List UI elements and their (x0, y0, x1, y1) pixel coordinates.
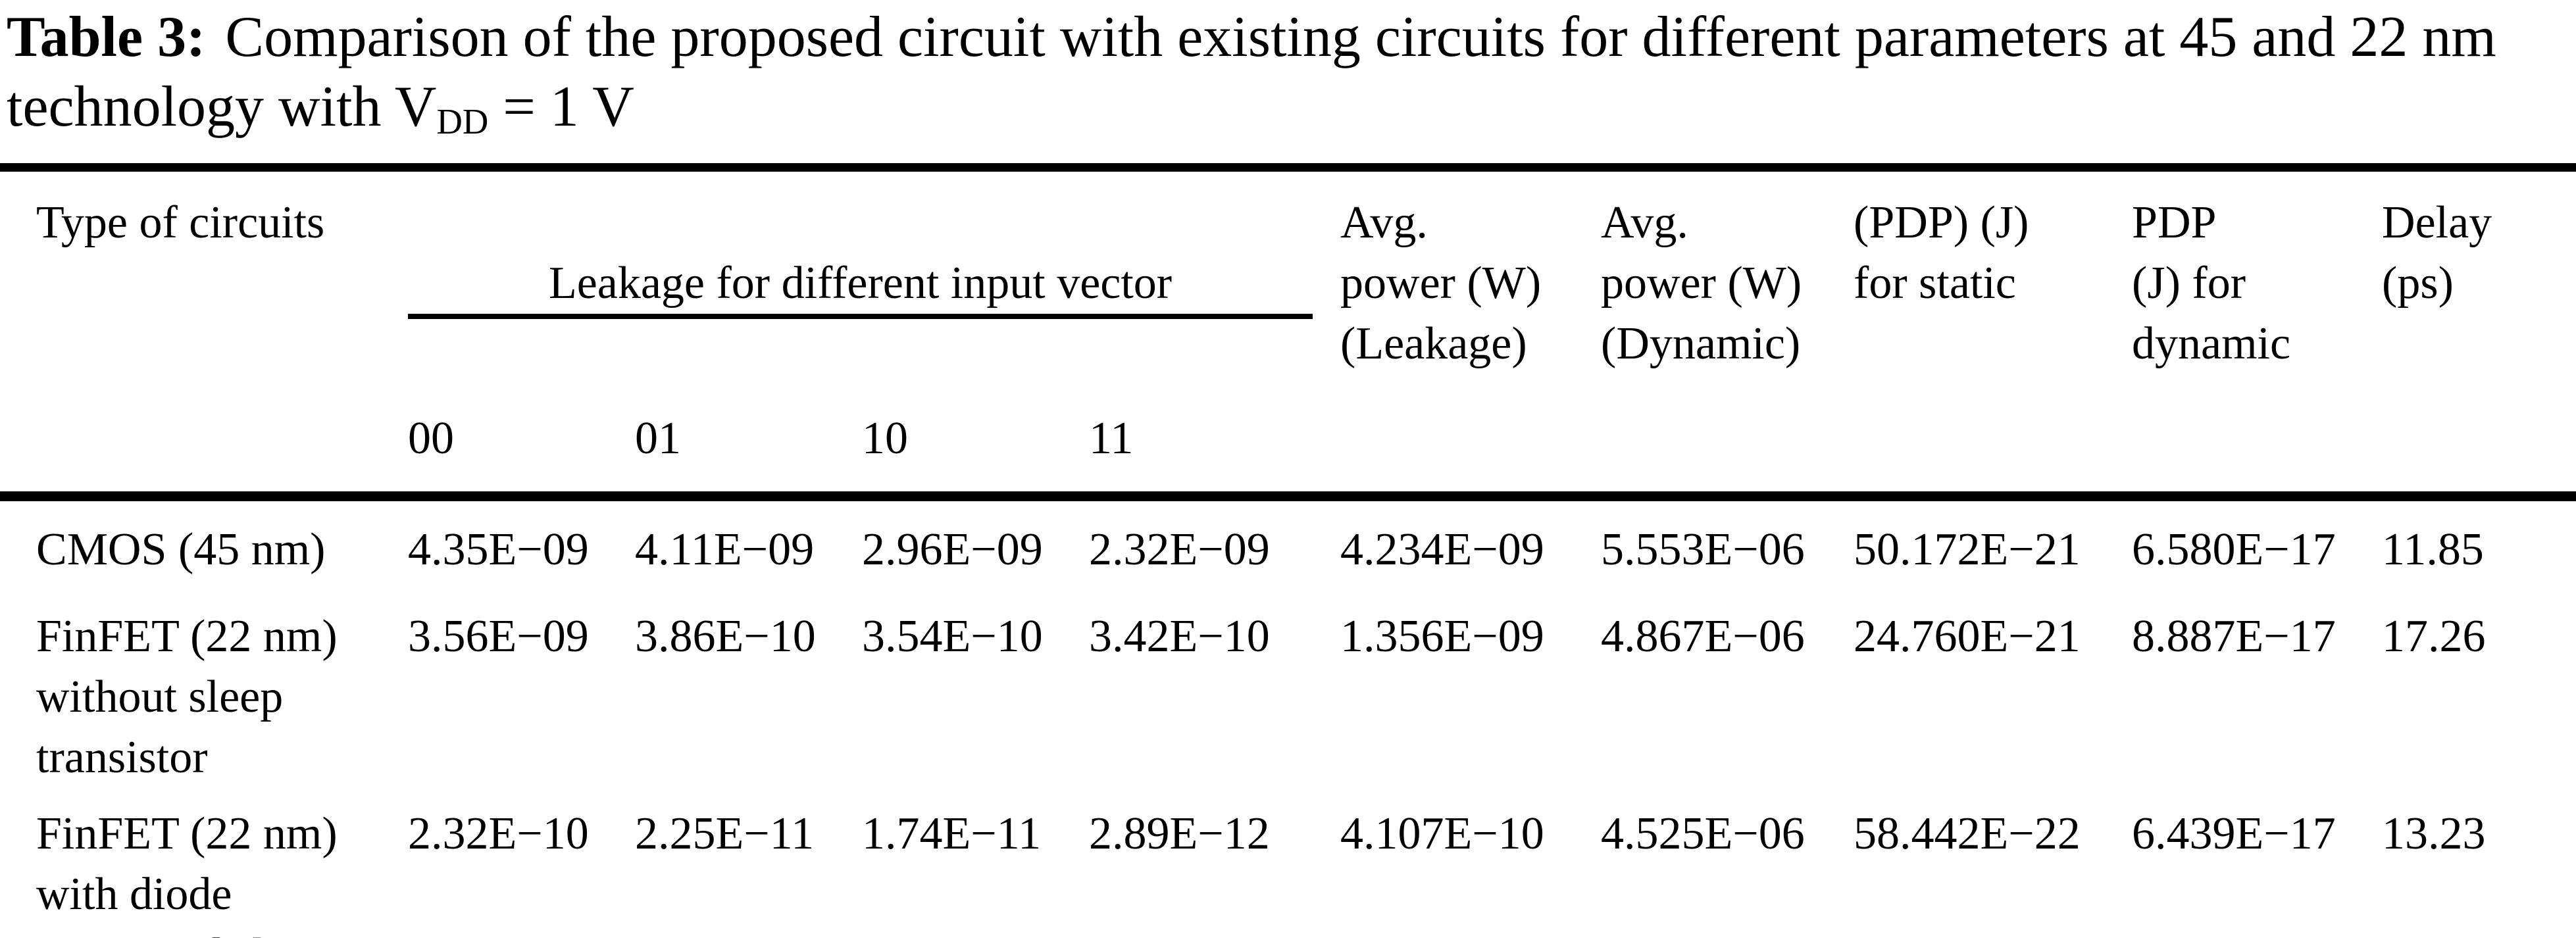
leakage-10-value: 1.74E−11 (862, 808, 1042, 859)
delay-value: 11.85 (2382, 524, 2484, 575)
leakage-10-value: 2.96E−09 (862, 524, 1043, 575)
col-header-leakage-group: Leakage for different input vector (408, 168, 1340, 380)
table-body: CMOS (45 nm) 4.35E−09 4.11E−09 2.96E−09 … (0, 497, 2576, 938)
col-header-vector-01: 01 (635, 380, 862, 501)
leakage-11-value: 2.32E−09 (1089, 524, 1270, 575)
col-header-type-of-circuits: Type of circuits (0, 167, 408, 501)
col-header-avg-power-leakage: Avg. power (W) (Leakage) (1340, 167, 1602, 501)
leakage-11-value: 2.89E−12 (1089, 808, 1270, 859)
leakage-01-value: 2.25E−11 (635, 808, 815, 859)
leakage-01-value: 3.86E−10 (635, 611, 816, 662)
col-header-pdp-dynamic: PDP (J) for dynamic (2132, 167, 2383, 501)
caption-text-line2-post: = 1 V (488, 75, 634, 139)
table-header: Type of circuits Leakage for different i… (0, 167, 2576, 501)
avg-power-dynamic-value: 4.867E−06 (1601, 611, 1805, 662)
leakage-01-value: 4.11E−09 (635, 524, 815, 575)
circuit-name: FinFET (22 nm) without sleep transistor (36, 611, 338, 783)
col-header-pdp-static: (PDP) (J) for static (1854, 167, 2133, 501)
leakage-group-label: Leakage for different input vector (548, 258, 1173, 309)
pdp-dynamic-value: 8.887E−17 (2132, 611, 2336, 662)
avg-power-leakage-value: 4.107E−10 (1340, 808, 1544, 859)
pdp-static-value: 50.172E−21 (1854, 524, 2081, 575)
pdp-dynamic-value: 6.580E−17 (2132, 524, 2336, 575)
leakage-group-underline: Leakage for different input vector (408, 253, 1313, 319)
caption-label: Table 3: (7, 5, 206, 69)
caption-text-line1: Comparison of the proposed circuit with … (225, 5, 2496, 69)
leakage-00-value: 3.56E−09 (408, 611, 589, 662)
vdd-subscript: DD (436, 101, 489, 141)
header-row-groups: Type of circuits Leakage for different i… (0, 167, 2576, 501)
leakage-10-value: 3.54E−10 (862, 611, 1043, 662)
table-row-finfet-22nm-without-sleep: FinFET (22 nm) without sleep transistor … (0, 580, 2576, 788)
caption-line-1: Table 3: Comparison of the proposed circu… (7, 5, 2496, 69)
header-row-vectors: 00 01 10 11 (0, 380, 2576, 501)
delay-value: 13.23 (2382, 808, 2486, 859)
col-header-avg-power-dynamic: Avg. power (W) (Dynamic) (1601, 167, 1854, 501)
table-row-cmos-45nm: CMOS (45 nm) 4.35E−09 4.11E−09 2.96E−09 … (0, 497, 2576, 581)
col-header-vector-10: 10 (862, 380, 1089, 501)
pdp-static-value: 58.442E−22 (1854, 808, 2081, 859)
pdp-dynamic-value: 6.439E−17 (2132, 808, 2336, 859)
comparison-table: Type of circuits Leakage for different i… (0, 163, 2576, 938)
avg-power-leakage-value: 4.234E−09 (1340, 524, 1544, 575)
caption-text-line2-pre: technology with V (7, 75, 437, 139)
avg-power-leakage-value: 1.356E−09 (1340, 611, 1544, 662)
caption-line-2: technology with VDD = 1 V (7, 75, 634, 139)
avg-power-dynamic-value: 5.553E−06 (1601, 524, 1805, 575)
circuit-name: CMOS (45 nm) (36, 524, 326, 575)
circuit-name: FinFET (22 nm) with diode connected slee… (36, 808, 338, 938)
col-header-vector-00: 00 (408, 380, 635, 501)
leakage-00-value: 2.32E−10 (408, 808, 589, 859)
col-header-vector-11: 11 (1089, 380, 1341, 501)
col-header-delay: Delay (ps) (2382, 167, 2576, 501)
table-row-finfet-22nm-diode-sleep: FinFET (22 nm) with diode connected slee… (0, 788, 2576, 938)
leakage-00-value: 4.35E−09 (408, 524, 589, 575)
pdp-static-value: 24.760E−21 (1854, 611, 2081, 662)
table-caption: Table 3: Comparison of the proposed circu… (0, 0, 2576, 142)
leakage-11-value: 3.42E−10 (1089, 611, 1270, 662)
delay-value: 17.26 (2382, 611, 2486, 662)
avg-power-dynamic-value: 4.525E−06 (1601, 808, 1805, 859)
